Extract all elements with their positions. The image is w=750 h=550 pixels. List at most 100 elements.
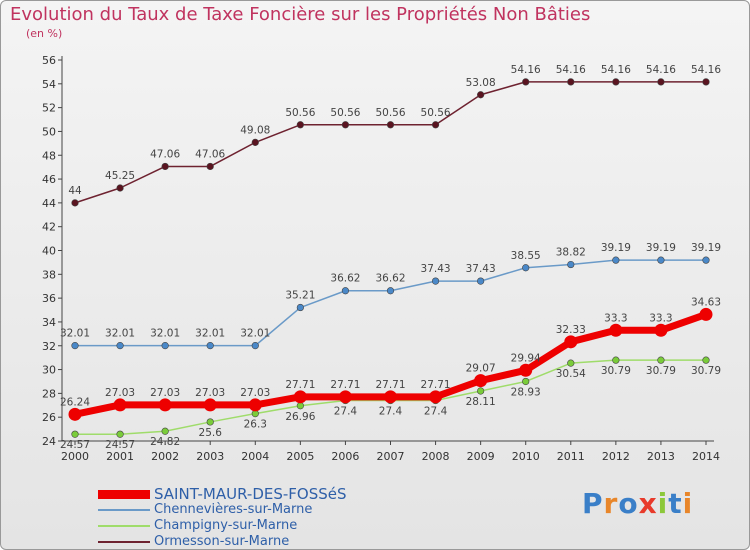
data-label: 47.06 — [195, 148, 225, 160]
data-label: 54.16 — [691, 64, 721, 76]
data-point — [206, 162, 214, 171]
x-tick-label: 2007 — [377, 450, 405, 463]
x-tick-label: 2012 — [602, 450, 630, 463]
legend-swatch — [98, 541, 150, 543]
data-point — [474, 374, 488, 388]
data-point — [702, 256, 710, 264]
data-point — [251, 342, 259, 350]
data-point — [386, 287, 395, 295]
x-tick-label: 2006 — [331, 450, 359, 463]
data-label: 38.55 — [511, 250, 541, 262]
data-label: 54.16 — [646, 64, 676, 76]
data-label: 27.71 — [421, 379, 451, 391]
data-point — [477, 277, 485, 285]
data-label: 39.19 — [646, 242, 676, 254]
data-label: 39.19 — [601, 242, 631, 254]
data-point — [296, 303, 304, 312]
x-tick-label: 2000 — [61, 450, 89, 463]
data-point — [161, 342, 169, 350]
y-tick-label: 28 — [42, 387, 56, 400]
data-label: 34.63 — [691, 296, 721, 308]
data-label: 37.43 — [421, 263, 451, 275]
data-label: 25.6 — [199, 427, 223, 439]
data-point — [567, 359, 575, 367]
data-point — [612, 78, 620, 86]
y-tick-label: 52 — [42, 102, 56, 115]
data-label: 28.93 — [511, 386, 541, 398]
data-label: 35.21 — [285, 290, 315, 302]
data-label: 24.57 — [105, 439, 135, 451]
data-label: 32.01 — [60, 328, 90, 340]
data-point — [68, 407, 82, 421]
data-point — [341, 287, 350, 295]
data-label: 24.57 — [60, 439, 90, 451]
data-label: 33.3 — [649, 312, 672, 324]
data-label: 26.3 — [244, 419, 267, 431]
data-point — [522, 377, 530, 386]
data-point — [296, 402, 304, 410]
y-tick-label: 24 — [42, 435, 56, 448]
data-point — [206, 418, 214, 426]
x-tick-label: 2011 — [557, 450, 585, 463]
data-point — [71, 199, 79, 207]
legend-label: Chennevières-sur-Marne — [154, 502, 313, 517]
y-tick-label: 42 — [42, 221, 56, 234]
logo: Proxiti — [582, 487, 694, 520]
y-tick-label: 56 — [42, 54, 56, 67]
data-label: 27.03 — [240, 387, 270, 399]
data-label: 54.16 — [601, 64, 631, 76]
data-label: 37.43 — [466, 263, 496, 275]
data-label: 33.3 — [604, 312, 627, 324]
data-label: 32.01 — [195, 328, 225, 340]
data-label: 47.06 — [150, 148, 180, 160]
data-point — [161, 162, 169, 171]
data-label: 27.03 — [150, 387, 180, 399]
data-label: 27.03 — [105, 387, 135, 399]
y-tick-label: 30 — [42, 364, 56, 377]
x-tick-label: 2003 — [196, 450, 224, 463]
data-label: 27.71 — [285, 379, 315, 391]
data-label: 32.01 — [150, 328, 180, 340]
data-point — [341, 121, 350, 129]
data-point — [206, 342, 214, 350]
data-label: 32.01 — [240, 328, 270, 340]
data-point — [657, 78, 665, 86]
data-point — [296, 121, 304, 129]
data-label: 54.16 — [511, 64, 541, 76]
y-tick-label: 48 — [42, 149, 56, 162]
data-point — [248, 398, 262, 412]
data-label: 49.08 — [240, 124, 270, 136]
data-point — [293, 390, 307, 404]
data-label: 26.96 — [285, 411, 315, 423]
data-point — [522, 78, 530, 86]
data-label: 30.54 — [556, 368, 586, 380]
data-point — [477, 91, 485, 99]
legend-item: Ormesson-sur-Marne — [98, 534, 347, 550]
data-label: 30.79 — [646, 365, 676, 377]
legend-swatch — [98, 525, 150, 527]
y-tick-label: 44 — [42, 197, 56, 210]
data-point — [702, 78, 710, 86]
data-label: 29.94 — [511, 352, 541, 364]
data-point — [431, 277, 440, 285]
data-point — [702, 356, 710, 364]
data-point — [657, 356, 665, 364]
data-point — [654, 323, 668, 337]
data-label: 38.82 — [556, 247, 586, 259]
legend-item: Champigny-sur-Marne — [98, 518, 347, 534]
data-point — [612, 356, 620, 364]
data-label: 27.4 — [424, 406, 448, 418]
data-point — [429, 390, 443, 404]
data-point — [519, 363, 533, 377]
data-point — [251, 138, 259, 146]
unit-label: (en %) — [26, 27, 63, 40]
x-tick-label: 2014 — [692, 450, 720, 463]
legend-label: SAINT-MAUR-DES-FOSSéS — [154, 485, 347, 503]
x-tick-label: 2008 — [422, 450, 450, 463]
data-label: 50.56 — [421, 107, 451, 119]
legend-item: Chennevières-sur-Marne — [98, 502, 347, 518]
data-point — [657, 256, 665, 264]
y-tick-label: 26 — [42, 411, 56, 424]
data-point — [338, 390, 352, 404]
